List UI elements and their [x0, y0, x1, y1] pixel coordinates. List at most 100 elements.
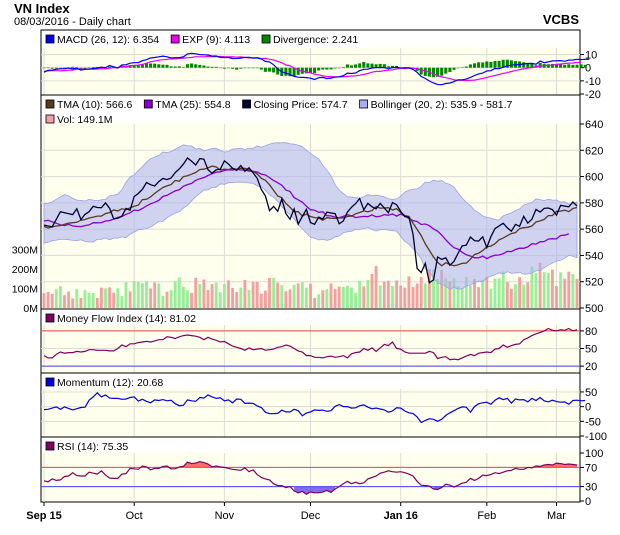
volume-bar — [218, 292, 222, 308]
volume-bar — [468, 285, 472, 308]
volume-tick-label: 100M — [12, 284, 38, 296]
divergence-bar — [374, 64, 378, 68]
volume-bar — [427, 269, 431, 308]
volume-bar — [395, 280, 399, 308]
divergence-bar — [419, 67, 423, 75]
mfi_panel-legend: Money Flow Index (14): 81.02 — [45, 313, 196, 325]
volume-bar — [452, 278, 456, 308]
volume-bar — [423, 283, 427, 308]
volume-tick-label: 0M — [23, 303, 38, 315]
divergence-bar — [87, 67, 91, 69]
divergence-bar — [259, 67, 263, 70]
legend-swatch — [45, 114, 55, 124]
volume-bar — [419, 276, 423, 308]
volume-bar — [169, 290, 173, 308]
volume-bar — [567, 271, 571, 308]
divergence-bar — [300, 67, 304, 74]
volume-bar — [555, 285, 558, 308]
divergence-bar — [54, 67, 58, 69]
volume-bar — [542, 272, 546, 308]
y-tick-label: 20 — [585, 361, 597, 373]
price_panel-legend-bg — [41, 95, 580, 124]
divergence-bar — [456, 67, 460, 69]
divergence-bar — [345, 64, 349, 68]
y-tick-label: -100 — [585, 431, 607, 443]
divergence-bar — [235, 67, 239, 70]
volume-bar — [83, 290, 87, 308]
legend-label: Money Flow Index (14): 81.02 — [57, 313, 196, 325]
volume-bar — [399, 285, 403, 308]
legend-label: Vol: 149.1M — [57, 114, 112, 126]
volume-bar — [268, 277, 271, 308]
divergence-bar — [144, 63, 149, 68]
volume-bar — [460, 287, 464, 308]
divergence-bar — [423, 67, 427, 76]
volume-bar — [222, 284, 226, 308]
volume-bar — [473, 278, 476, 308]
volume-bar — [448, 281, 452, 308]
divergence-bar — [526, 62, 530, 68]
volume-bar — [231, 287, 235, 308]
divergence-bar — [177, 66, 181, 68]
volume-bar — [436, 278, 440, 308]
y-tick-label: 580 — [585, 198, 603, 210]
volume-bar — [157, 283, 161, 308]
chart-title: VN Index — [14, 1, 70, 16]
y-tick-label: 50 — [585, 387, 597, 399]
volume-bar — [317, 294, 321, 308]
volume-bar — [530, 266, 534, 308]
divergence-bar — [140, 64, 144, 68]
divergence-bar — [198, 64, 202, 68]
divergence-bar — [95, 67, 99, 68]
divergence-bar — [226, 67, 231, 69]
volume-bar — [489, 288, 493, 308]
exp-line — [43, 55, 582, 82]
volume-bar — [247, 289, 251, 308]
divergence-bar — [231, 67, 235, 69]
legend-swatch — [170, 34, 180, 44]
legend-swatch — [242, 99, 251, 109]
volume-bar — [263, 290, 267, 308]
divergence-bar — [308, 67, 313, 73]
divergence-bar — [202, 65, 206, 68]
divergence-bar — [501, 59, 505, 68]
divergence-bar — [505, 59, 509, 68]
legend-swatch — [261, 34, 271, 44]
y-tick-label: 0 — [585, 496, 591, 508]
volume-bar — [550, 269, 554, 308]
divergence-bar — [263, 67, 267, 72]
volume-bar — [251, 281, 255, 308]
divergence-bar — [136, 65, 140, 68]
volume-bar — [239, 287, 243, 308]
volume-bar — [124, 282, 128, 308]
volume-bar — [559, 272, 563, 308]
legend-swatch — [359, 99, 368, 109]
divergence-bar — [276, 67, 280, 75]
y-tick-label: 560 — [585, 224, 603, 236]
volume-tick-label: 300M — [12, 245, 38, 257]
divergence-bar — [185, 64, 190, 68]
volume-bar — [91, 292, 95, 308]
divergence-bar — [460, 67, 464, 68]
price_panel-legend: TMA (10): 566.6 TMA (25): 554.8 Closing Pr… — [45, 99, 513, 126]
divergence-bar — [46, 67, 50, 69]
volume-tick-label: 200M — [12, 264, 38, 276]
divergence-bar — [477, 62, 481, 68]
volume-bar — [509, 288, 513, 308]
volume-bar — [153, 282, 157, 308]
divergence-bar — [444, 67, 448, 74]
source-label: VCBS — [542, 12, 579, 27]
legend-swatch — [143, 99, 153, 109]
volume-bar — [173, 281, 177, 308]
mfi-line — [43, 327, 578, 361]
momentum_panel-legend: Momentum (12): 20.68 — [45, 377, 163, 389]
x-tick-label: Sep 15 — [26, 510, 61, 522]
volume-bar — [514, 284, 517, 308]
volume-bar — [177, 277, 181, 308]
divergence-bar — [108, 66, 112, 68]
divergence-bar — [382, 64, 386, 68]
volume-bar — [477, 287, 481, 308]
y-tick-label: 10 — [585, 50, 597, 62]
divergence-bar — [132, 65, 136, 68]
